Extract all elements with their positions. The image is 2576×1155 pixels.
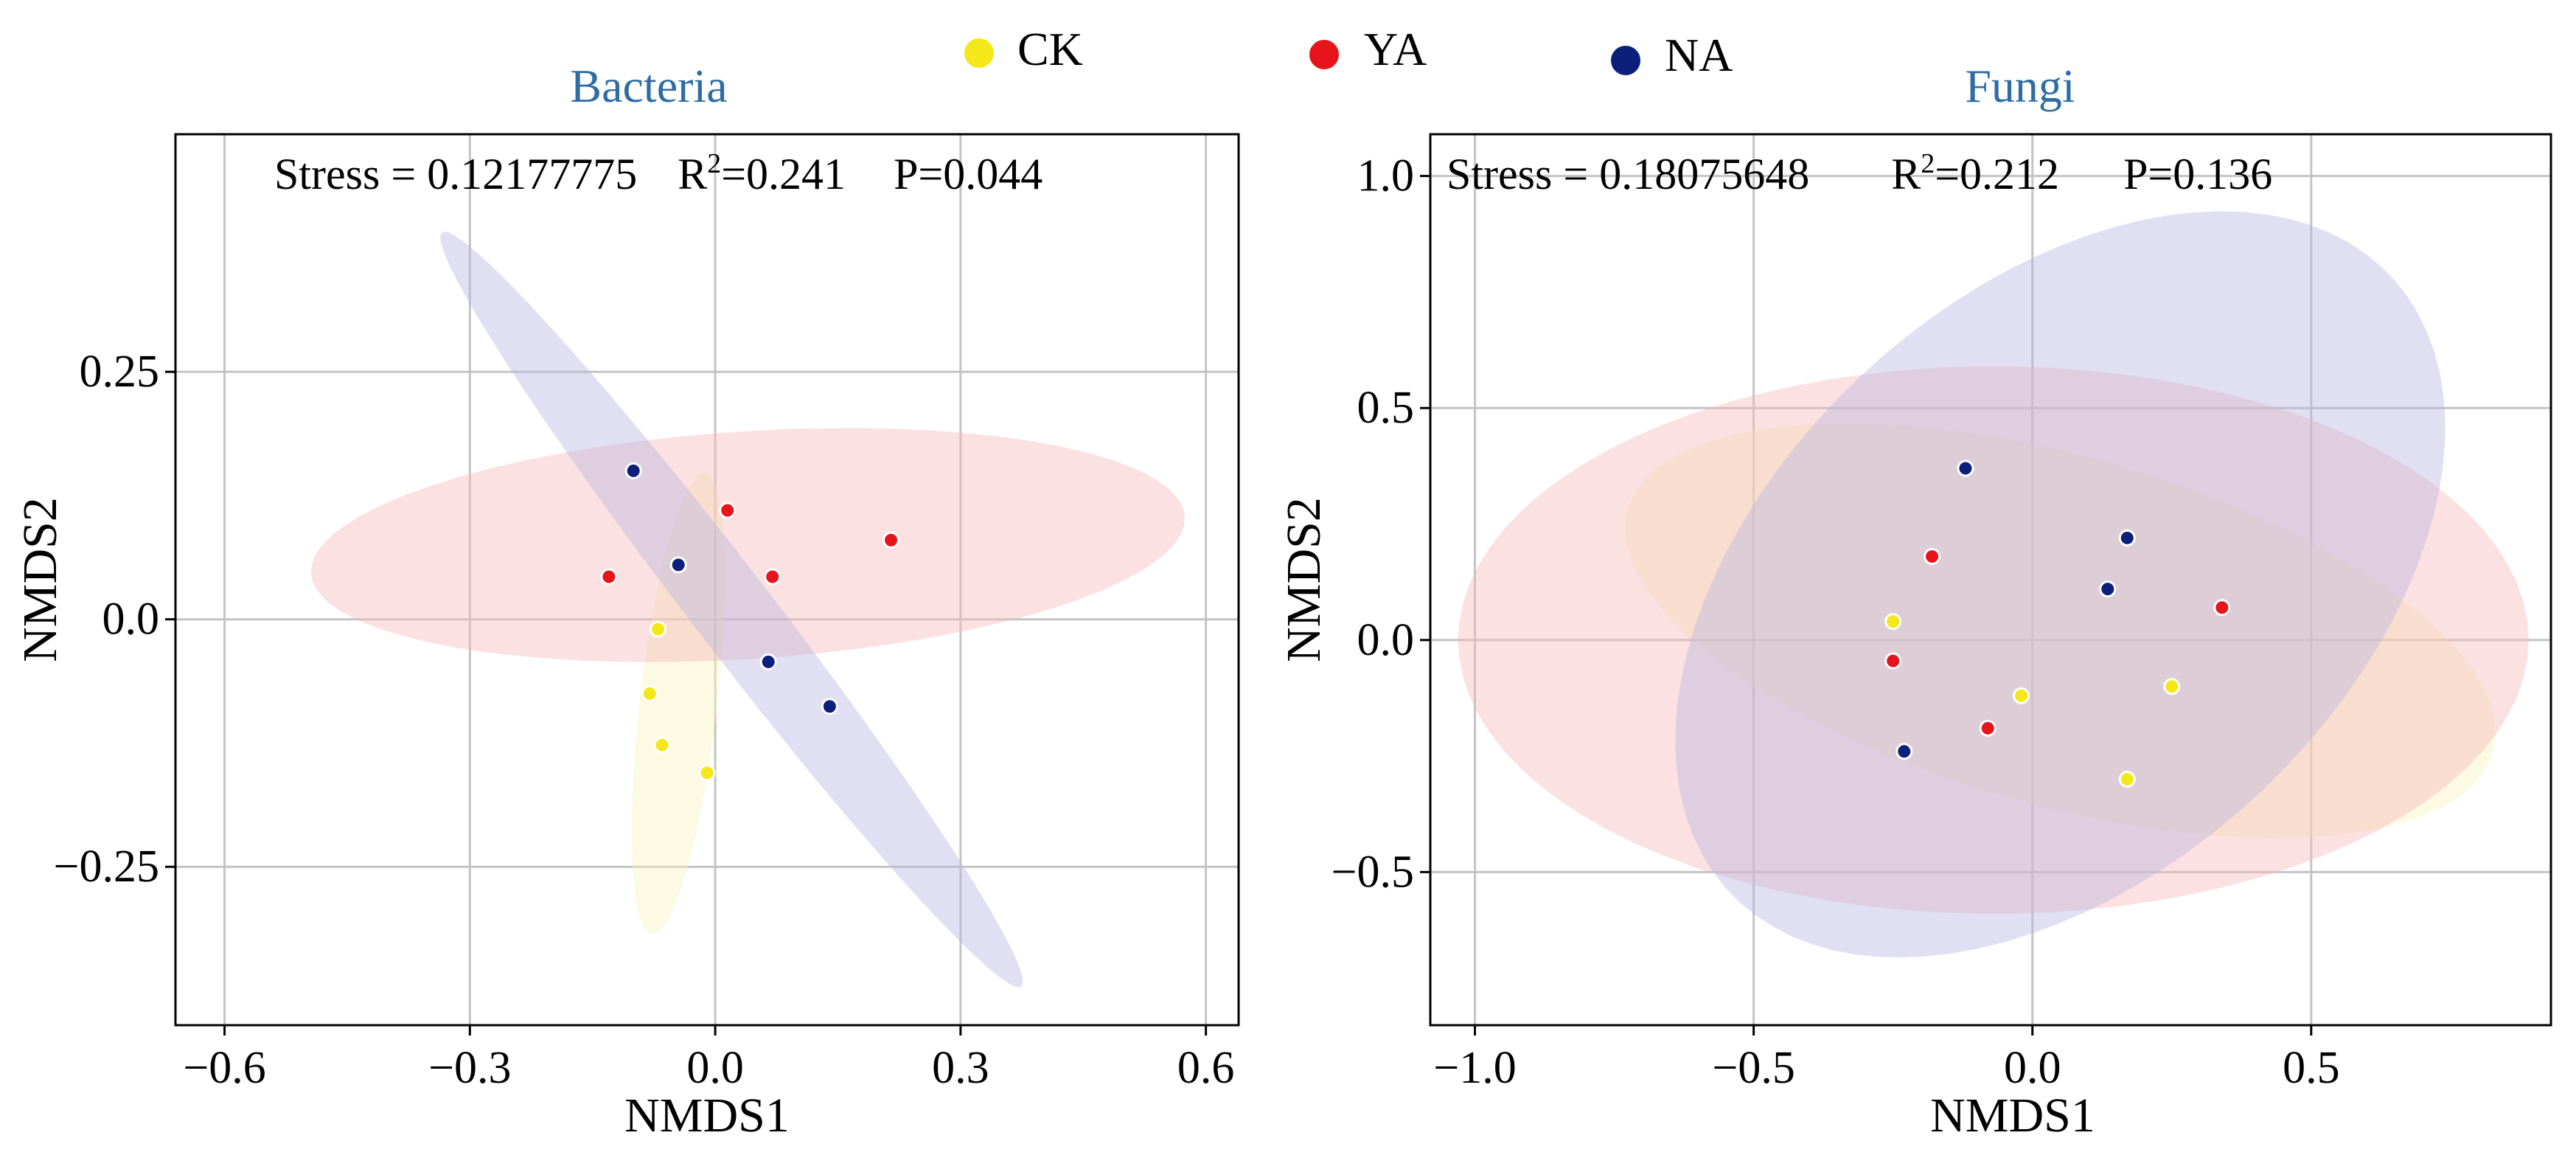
confidence-ellipse-ck xyxy=(632,473,725,934)
legend-marker-ck xyxy=(961,35,997,71)
data-point-ck xyxy=(2118,771,2136,788)
stats-text-bacteria: Stress = 0.12177775 R2=0.241 P=0.044 xyxy=(274,148,1042,198)
points-bacteria xyxy=(600,462,900,782)
x-axis-label-bacteria: NMDS1 xyxy=(624,1089,790,1142)
y-axis-label-bacteria: NMDS2 xyxy=(13,497,67,662)
x-axis-label-fungi: NMDS1 xyxy=(1930,1089,2095,1142)
x-tick-label: −0.3 xyxy=(428,1043,511,1093)
data-point-ck xyxy=(2013,687,2030,704)
p-value-bacteria: P=0.044 xyxy=(894,150,1042,198)
data-point-ya xyxy=(883,531,900,549)
x-ticks-fungi: −1.0 −0.5 0.0 0.5 xyxy=(1433,1025,2340,1093)
data-point-ck xyxy=(649,620,666,638)
plot-background-bacteria xyxy=(175,134,1239,1025)
legend-item-ck: CK xyxy=(961,23,1083,75)
x-tick-label: 0.0 xyxy=(686,1043,744,1093)
gridlines-fungi xyxy=(1430,134,2551,1025)
x-tick-label: −1.0 xyxy=(1433,1043,1516,1093)
confidence-ellipse-ck xyxy=(1625,423,2496,839)
legend: CK YA NA xyxy=(961,23,1733,81)
legend-label-ck: CK xyxy=(1017,23,1083,75)
x-tick-label: 0.3 xyxy=(932,1043,989,1093)
data-point-na xyxy=(624,462,642,479)
data-point-ck xyxy=(2163,678,2181,696)
stress-value-bacteria: Stress = 0.12177775 xyxy=(274,150,637,198)
r2-superscript-fungi: 2 xyxy=(1921,148,1935,179)
panel-bacteria: Bacteria −0.6 −0.3 0.0 0.3 0.6 −0.250.00.25 … xyxy=(13,60,1240,1142)
confidence-ellipse-ya xyxy=(310,428,1186,662)
plot-border-bacteria xyxy=(174,133,1240,1027)
y-tick-label: 0.5 xyxy=(1357,383,1415,433)
y-ticks-bacteria: −0.25 0.0 0.25 xyxy=(54,347,175,892)
plot-border-fungi xyxy=(1429,133,2552,1027)
y-tick-label: 1.0 xyxy=(1357,151,1415,201)
p-value-fungi: P=0.136 xyxy=(2123,150,2272,198)
y-ticks-fungi: −0.5 0.0 0.5 1.0 xyxy=(1331,151,1430,897)
data-point-na xyxy=(1896,743,1913,760)
x-tick-label: 0.6 xyxy=(1177,1043,1235,1093)
y-tick-label: 0.0 xyxy=(102,594,160,645)
panel-fungi: Fungi −1.0 −0.5 0.0 0.5 −0.5 0.0 0.5 1.0 NMDS1… xyxy=(1277,60,2552,1142)
x-ticks-bacteria: −0.6 −0.3 0.0 0.3 0.6 xyxy=(183,1025,1234,1093)
data-point-ya xyxy=(719,502,737,519)
y-tick-label: 0.0 xyxy=(1357,615,1415,665)
data-point-na xyxy=(821,698,838,715)
x-tick-label: 0.5 xyxy=(2283,1043,2340,1093)
r2-label-fungi: R xyxy=(1891,150,1921,198)
r2-label-bacteria: R xyxy=(678,150,707,198)
data-point-ck xyxy=(698,764,716,782)
legend-item-ya: YA xyxy=(1306,23,1427,75)
data-point-na xyxy=(1957,459,1974,477)
data-point-ck xyxy=(653,736,671,754)
y-axis-label-fungi: NMDS2 xyxy=(1277,497,1331,662)
x-tick-label: −0.5 xyxy=(1712,1043,1795,1093)
legend-label-na: NA xyxy=(1665,29,1733,81)
legend-label-ya: YA xyxy=(1364,23,1427,75)
points-fungi xyxy=(1884,459,2231,788)
data-point-ya xyxy=(2213,599,2231,617)
stress-value-fungi: Stress = 0.18075648 xyxy=(1447,150,1809,198)
x-tick-label: 0.0 xyxy=(2004,1043,2061,1093)
r2-superscript-bacteria: 2 xyxy=(707,148,721,179)
stats-text-fungi: Stress = 0.18075648 R2=0.212 P=0.136 xyxy=(1447,148,2272,198)
y-tick-label: 0.25 xyxy=(80,347,160,397)
data-point-na xyxy=(669,556,687,574)
data-point-na xyxy=(2099,580,2117,598)
data-point-na xyxy=(2118,529,2136,547)
confidence-ellipse-na xyxy=(1675,211,2446,958)
r2-value-fungi: =0.212 xyxy=(1935,150,2059,198)
confidence-ellipse-na xyxy=(440,232,1023,988)
data-point-na xyxy=(759,653,777,670)
legend-item-na: NA xyxy=(1608,29,1733,81)
x-tick-label: −0.6 xyxy=(183,1043,265,1093)
ellipses-bacteria xyxy=(310,232,1186,988)
plot-background-fungi xyxy=(1430,134,2551,1025)
panel-title-bacteria: Bacteria xyxy=(570,60,727,112)
legend-marker-ya xyxy=(1306,37,1342,72)
data-point-ya xyxy=(764,568,781,586)
data-point-ya xyxy=(1884,652,1902,670)
data-point-ya xyxy=(1924,548,1941,566)
panel-title-fungi: Fungi xyxy=(1965,60,2075,112)
data-point-ck xyxy=(1884,613,1902,631)
data-point-ck xyxy=(641,684,658,702)
ellipses-fungi xyxy=(1458,211,2529,958)
r2-value-bacteria: =0.241 xyxy=(721,150,846,198)
gridlines-bacteria xyxy=(175,134,1239,1025)
data-point-ya xyxy=(1979,719,1997,737)
y-tick-label: −0.25 xyxy=(54,842,159,892)
data-point-ya xyxy=(600,568,618,586)
y-tick-label: −0.5 xyxy=(1331,847,1414,897)
confidence-ellipse-ya xyxy=(1458,366,2529,914)
legend-marker-na xyxy=(1608,43,1643,78)
